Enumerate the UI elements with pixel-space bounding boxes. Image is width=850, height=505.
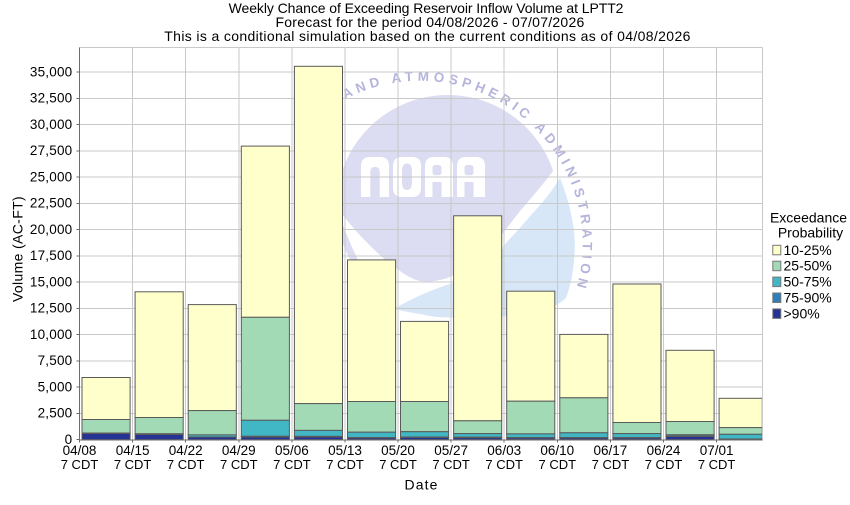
svg-text:27,500: 27,500 — [30, 143, 73, 158]
svg-text:Exceedance: Exceedance — [770, 210, 847, 226]
svg-text:25,000: 25,000 — [30, 169, 73, 184]
svg-text:Date: Date — [405, 477, 439, 493]
svg-text:50-75%: 50-75% — [784, 274, 832, 290]
svg-text:07/01: 07/01 — [700, 443, 734, 458]
svg-text:10,000: 10,000 — [30, 327, 73, 342]
svg-text:7 CDT: 7 CDT — [592, 457, 630, 472]
svg-text:5,000: 5,000 — [38, 379, 73, 394]
svg-text:05/27: 05/27 — [434, 443, 468, 458]
svg-text:32,500: 32,500 — [30, 91, 73, 106]
svg-text:7 CDT: 7 CDT — [539, 457, 577, 472]
svg-text:This is a conditional simulati: This is a conditional simulation based o… — [164, 28, 690, 44]
svg-text:17,500: 17,500 — [30, 248, 73, 263]
svg-text:04/22: 04/22 — [169, 443, 203, 458]
svg-text:7 CDT: 7 CDT — [432, 457, 470, 472]
svg-text:7 CDT: 7 CDT — [61, 457, 99, 472]
svg-text:Probability: Probability — [778, 225, 843, 241]
svg-text:22,500: 22,500 — [30, 196, 73, 211]
svg-text:7 CDT: 7 CDT — [273, 457, 311, 472]
svg-text:04/29: 04/29 — [222, 443, 256, 458]
svg-text:06/17: 06/17 — [594, 443, 628, 458]
svg-text:15,000: 15,000 — [30, 274, 73, 289]
svg-text:7 CDT: 7 CDT — [220, 457, 258, 472]
svg-text:35,000: 35,000 — [30, 64, 73, 79]
svg-text:2,500: 2,500 — [38, 406, 73, 421]
svg-text:Volume (AC-FT): Volume (AC-FT) — [10, 196, 26, 302]
svg-text:30,000: 30,000 — [30, 117, 73, 132]
svg-text:05/13: 05/13 — [328, 443, 362, 458]
svg-text:75-90%: 75-90% — [784, 290, 832, 306]
svg-text:7 CDT: 7 CDT — [485, 457, 523, 472]
svg-text:>90%: >90% — [784, 305, 820, 321]
svg-text:7 CDT: 7 CDT — [167, 457, 205, 472]
svg-text:05/06: 05/06 — [275, 443, 309, 458]
svg-text:04/08: 04/08 — [63, 443, 97, 458]
svg-text:05/20: 05/20 — [381, 443, 415, 458]
svg-text:7 CDT: 7 CDT — [379, 457, 417, 472]
svg-text:7,500: 7,500 — [38, 353, 73, 368]
svg-text:12,500: 12,500 — [30, 301, 73, 316]
svg-text:25-50%: 25-50% — [784, 258, 832, 274]
svg-text:7 CDT: 7 CDT — [698, 457, 736, 472]
svg-text:06/03: 06/03 — [487, 443, 521, 458]
svg-text:04/15: 04/15 — [116, 443, 150, 458]
svg-text:7 CDT: 7 CDT — [645, 457, 683, 472]
svg-text:7 CDT: 7 CDT — [326, 457, 364, 472]
svg-text:06/24: 06/24 — [647, 443, 681, 458]
svg-text:7 CDT: 7 CDT — [114, 457, 152, 472]
svg-text:06/10: 06/10 — [540, 443, 574, 458]
svg-text:20,000: 20,000 — [30, 222, 73, 237]
svg-text:10-25%: 10-25% — [784, 242, 832, 258]
